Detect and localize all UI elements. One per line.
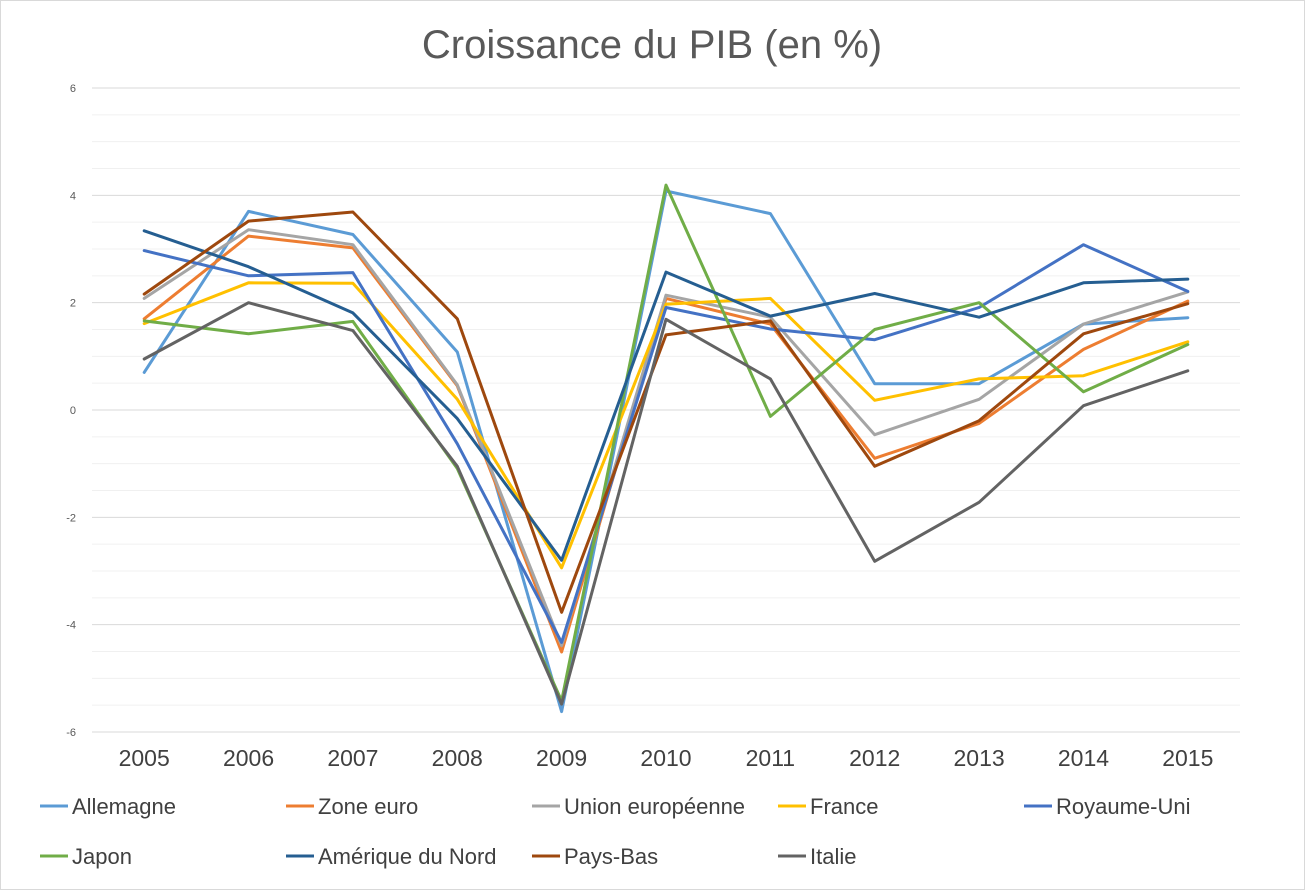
x-tick-label: 2008 [432, 745, 483, 771]
y-axis: -6 -4 -2 0 2 4 6 [66, 83, 76, 739]
series-line-royaume-uni [142, 243, 1190, 644]
y-tick-label: -2 [66, 512, 76, 524]
legend-label: Royaume-Uni [1056, 794, 1191, 819]
series-line-allemagne [142, 189, 1190, 714]
legend-item: Allemagne [40, 794, 176, 819]
legend-label: Amérique du Nord [318, 844, 497, 869]
series-line-italie [142, 301, 1190, 706]
x-tick-label: 2007 [327, 745, 378, 771]
y-tick-label: -4 [66, 620, 76, 632]
x-tick-label: 2009 [536, 745, 587, 771]
legend-label: Allemagne [72, 794, 176, 819]
plot-area [142, 183, 1190, 714]
legend-item: Pays-Bas [532, 844, 658, 869]
series-line-union-europ-enne [142, 228, 1190, 648]
legend-label: Japon [72, 844, 132, 869]
y-tick-label: 6 [70, 83, 76, 95]
x-tick-label: 2010 [640, 745, 691, 771]
series-line-am-rique-du-nord [142, 229, 1190, 562]
legend-label: Pays-Bas [564, 844, 658, 869]
series-line-france [142, 281, 1190, 570]
grid [92, 87, 1240, 733]
y-tick-label: -6 [66, 727, 76, 739]
series-line-japon [142, 183, 1190, 703]
y-tick-label: 0 [70, 405, 76, 417]
legend-item: Japon [40, 844, 132, 869]
x-tick-label: 2012 [849, 745, 900, 771]
x-tick-label: 2015 [1162, 745, 1213, 771]
y-tick-label: 4 [70, 190, 76, 202]
x-tick-label: 2005 [119, 745, 170, 771]
x-tick-label: 2013 [954, 745, 1005, 771]
legend-item: Royaume-Uni [1024, 794, 1191, 819]
x-tick-label: 2011 [746, 745, 795, 771]
legend-label: France [810, 794, 878, 819]
x-axis: 2005 2006 2007 2008 2009 2010 2011 2012 2013 2014… [119, 745, 1214, 771]
legend-label: Zone euro [318, 794, 418, 819]
x-tick-label: 2014 [1058, 745, 1109, 771]
legend-item: France [778, 794, 878, 819]
legend: Allemagne Zone euro Union européenne France… [40, 794, 1191, 869]
chart-title: Croissance du PIB (en %) [422, 23, 882, 67]
legend-label: Union européenne [564, 794, 745, 819]
legend-label: Italie [810, 844, 856, 869]
legend-item: Italie [778, 844, 856, 869]
series-line-pays-bas [142, 210, 1190, 614]
legend-item: Union européenne [532, 794, 745, 819]
x-tick-label: 2006 [223, 745, 274, 771]
legend-item: Amérique du Nord [286, 844, 497, 869]
y-tick-label: 2 [70, 298, 76, 310]
legend-item: Zone euro [286, 794, 418, 819]
